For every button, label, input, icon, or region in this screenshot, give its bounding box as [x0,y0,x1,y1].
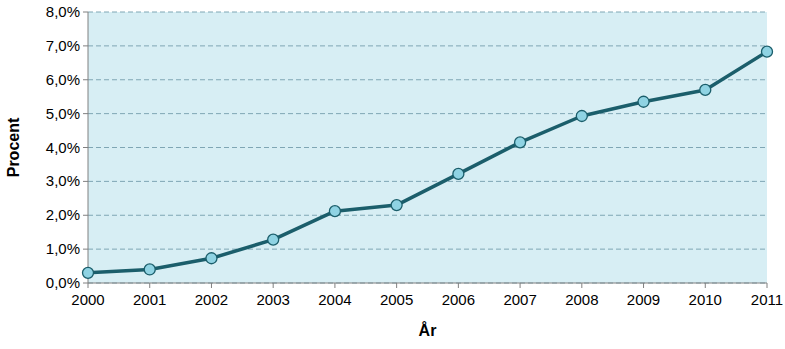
x-tick [211,283,212,288]
x-tick [520,283,521,288]
y-tick-label: 7,0% [46,37,80,54]
grid-line [88,249,767,250]
y-tick [83,249,88,250]
marker [144,264,155,275]
marker [638,96,649,107]
x-tick [88,283,89,288]
marker [762,46,773,57]
x-axis-title: År [419,321,437,339]
y-tick [83,181,88,182]
series-line [88,52,767,273]
x-tick-label: 2000 [71,291,104,308]
y-tick-label: 4,0% [46,139,80,156]
x-tick [458,283,459,288]
x-tick-label: 2004 [318,291,351,308]
y-tick [83,215,88,216]
marker [391,200,402,211]
x-tick-label: 2001 [133,291,166,308]
y-axis [88,12,89,283]
x-tick [334,283,335,288]
x-tick-label: 2008 [565,291,598,308]
grid-line [88,113,767,114]
grid-line [88,45,767,46]
marker [206,253,217,264]
y-tick-label: 6,0% [46,71,80,88]
y-tick-label: 5,0% [46,105,80,122]
marker [83,267,94,278]
grid-line [88,215,767,216]
x-tick-label: 2006 [442,291,475,308]
y-tick-label: 1,0% [46,240,80,257]
x-tick-label: 2011 [751,291,783,308]
y-tick-label: 8,0% [46,3,80,20]
grid-line [88,12,767,13]
x-tick-label: 2005 [380,291,413,308]
x-tick [767,283,768,288]
y-tick [83,147,88,148]
x-tick [643,283,644,288]
x-tick-label: 2003 [256,291,289,308]
grid-line [88,283,767,284]
x-axis [88,283,767,284]
x-tick-label: 2010 [689,291,722,308]
y-tick [83,283,88,284]
y-tick [83,113,88,114]
y-tick-label: 3,0% [46,172,80,189]
x-tick [581,283,582,288]
grid-line [88,181,767,182]
data-group [83,46,773,278]
grid-line [88,147,767,148]
y-tick-label: 2,0% [46,206,80,223]
x-tick [396,283,397,288]
y-axis-title: Procent [5,117,22,177]
y-tick-label: 0,0% [46,274,80,291]
x-tick [149,283,150,288]
x-tick [273,283,274,288]
marker [329,206,340,217]
y-tick [83,12,88,13]
x-tick [705,283,706,288]
marker [268,234,279,245]
grid-line [88,79,767,80]
marker [576,110,587,121]
chart: 0,0% 1,0% 2,0% 3,0% 4,0% 5,0% 6,0% 7,0% 8,0% 2000… [0,0,785,349]
x-tick-label: 2002 [195,291,228,308]
x-tick-label: 2007 [503,291,536,308]
plot-area [88,12,767,283]
y-tick [83,79,88,80]
marker [515,137,526,148]
marker [700,84,711,95]
y-tick [83,45,88,46]
marker [453,168,464,179]
x-tick-label: 2009 [627,291,660,308]
